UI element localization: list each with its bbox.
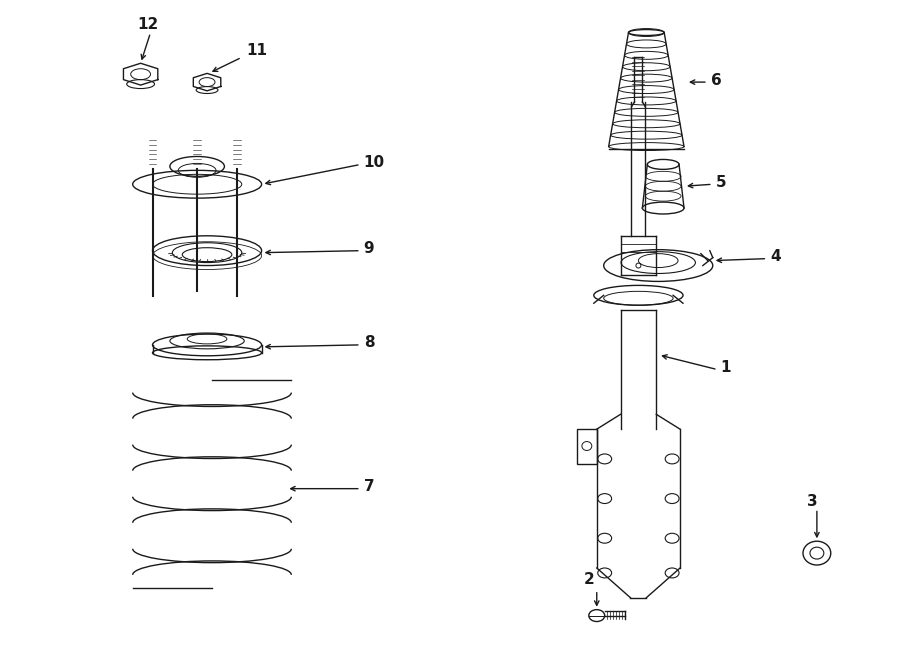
Text: 6: 6 bbox=[711, 73, 722, 88]
Text: 1: 1 bbox=[721, 360, 731, 375]
Text: 9: 9 bbox=[364, 241, 374, 256]
Text: 12: 12 bbox=[138, 17, 159, 32]
Text: 2: 2 bbox=[583, 572, 594, 588]
Text: 4: 4 bbox=[770, 249, 781, 264]
Text: 7: 7 bbox=[364, 479, 374, 494]
Text: 3: 3 bbox=[806, 494, 817, 509]
Text: 10: 10 bbox=[364, 155, 385, 170]
Text: 11: 11 bbox=[247, 43, 267, 58]
Text: 5: 5 bbox=[716, 175, 726, 190]
Text: 8: 8 bbox=[364, 335, 374, 350]
